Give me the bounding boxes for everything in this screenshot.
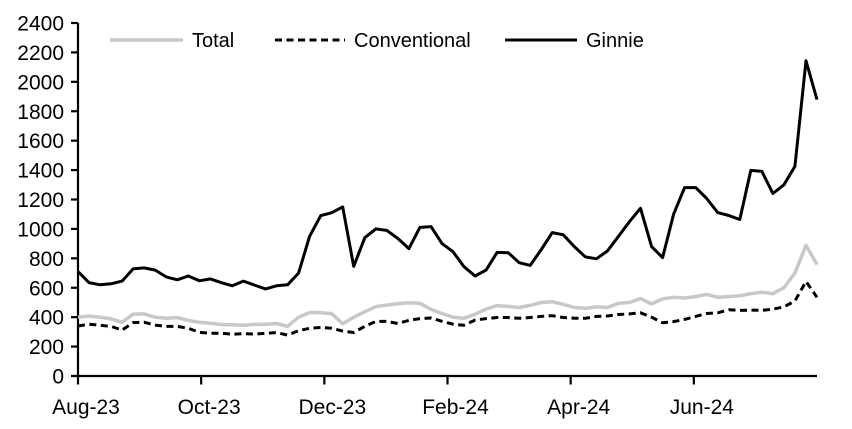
- y-tick-label: 1800: [17, 101, 64, 124]
- y-tick-label: 1400: [17, 160, 64, 183]
- legend-label-ginnie: Ginnie: [586, 30, 644, 52]
- y-tick-label: 800: [29, 248, 64, 271]
- x-tick-label: Feb-24: [422, 396, 489, 419]
- legend-label-total: Total: [192, 30, 234, 52]
- y-tick-label: 2200: [17, 42, 64, 65]
- y-tick-label: 2000: [17, 71, 64, 94]
- x-tick-label: Aug-23: [52, 396, 120, 419]
- x-tick-label: Oct-23: [178, 396, 241, 419]
- x-tick-label: Jun-24: [670, 396, 735, 419]
- y-tick-label: 1600: [17, 130, 64, 153]
- legend: Total Conventional Ginnie: [110, 30, 644, 52]
- y-tick-label: 1000: [17, 218, 64, 241]
- series-line-ginnie: [76, 59, 819, 291]
- y-tick-label: 1200: [17, 189, 64, 212]
- series-line-conventional: [77, 279, 819, 337]
- x-tick-label: Apr-24: [547, 396, 610, 419]
- series-line-total: [77, 243, 819, 329]
- y-tick-label: 200: [29, 336, 64, 359]
- x-tick-label: Dec-23: [298, 396, 366, 419]
- y-tick-label: 600: [29, 277, 64, 300]
- y-tick-label: 0: [52, 366, 64, 389]
- chart-series: [76, 59, 819, 337]
- axes: 0 200 400 600 800 1000 1200 1400 1600 1800 2000 220…: [17, 13, 817, 419]
- legend-label-conventional: Conventional: [354, 30, 471, 52]
- y-tick-label: 400: [29, 307, 64, 330]
- y-tick-label: 2400: [17, 13, 64, 36]
